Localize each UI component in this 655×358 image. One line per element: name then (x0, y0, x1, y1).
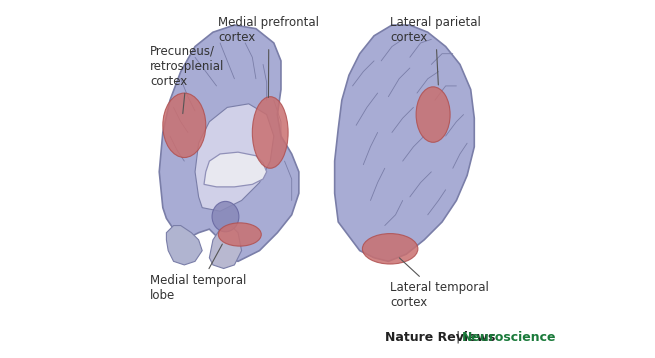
Text: Medial temporal
lobe: Medial temporal lobe (150, 244, 247, 302)
Polygon shape (166, 226, 202, 265)
Text: Neuroscience: Neuroscience (462, 331, 556, 344)
Polygon shape (159, 25, 299, 261)
Ellipse shape (218, 223, 261, 246)
Ellipse shape (163, 93, 206, 158)
Polygon shape (195, 104, 274, 211)
Ellipse shape (362, 234, 418, 264)
Text: Medial prefrontal
cortex: Medial prefrontal cortex (218, 16, 319, 97)
Ellipse shape (252, 97, 288, 168)
Text: Lateral parietal
cortex: Lateral parietal cortex (390, 16, 481, 85)
Text: Nature Reviews: Nature Reviews (384, 331, 495, 344)
Polygon shape (335, 25, 474, 261)
Text: Lateral temporal
cortex: Lateral temporal cortex (390, 258, 489, 309)
Text: |: | (455, 331, 459, 344)
Ellipse shape (416, 87, 450, 142)
Text: Precuneus/
retrosplenial
cortex: Precuneus/ retrosplenial cortex (150, 45, 225, 113)
Ellipse shape (212, 201, 239, 232)
Polygon shape (210, 226, 242, 268)
Polygon shape (204, 152, 267, 187)
